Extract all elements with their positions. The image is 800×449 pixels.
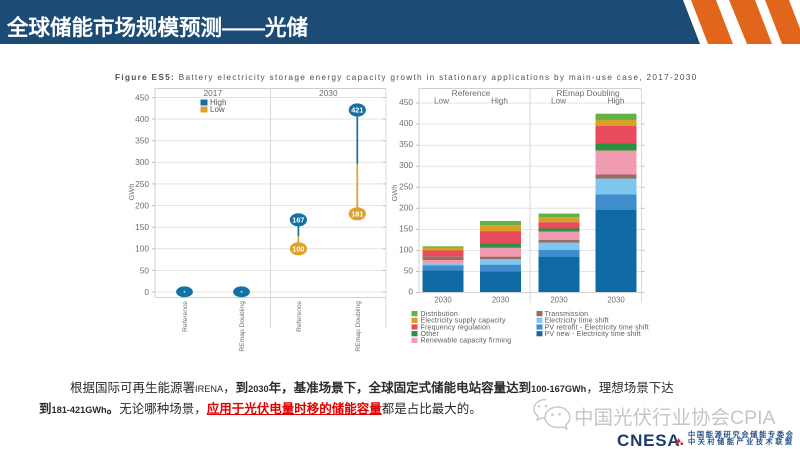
svg-text:150: 150 [399, 223, 413, 233]
svg-text:50: 50 [404, 266, 414, 276]
svg-text:300: 300 [399, 160, 413, 170]
svg-text:High: High [608, 97, 625, 106]
svg-text:Electricity supply capacity: Electricity supply capacity [421, 318, 506, 325]
svg-text:200: 200 [399, 202, 413, 212]
svg-text:GWh: GWh [127, 183, 136, 200]
svg-text:Reference: Reference [182, 301, 189, 332]
svg-text:100: 100 [292, 245, 304, 254]
svg-text:2017: 2017 [203, 88, 222, 98]
svg-text:Transmission: Transmission [545, 311, 589, 318]
svg-text:250: 250 [135, 179, 149, 189]
svg-text:Low: Low [434, 97, 449, 106]
svg-text:167: 167 [292, 216, 304, 225]
svg-text:GWh: GWh [390, 184, 399, 201]
svg-text:Renewable capacity firming: Renewable capacity firming [421, 338, 512, 345]
svg-text:400: 400 [135, 114, 149, 124]
svg-text:Other: Other [421, 331, 440, 338]
svg-text:Reference: Reference [452, 88, 491, 98]
svg-text:421: 421 [351, 106, 363, 115]
svg-text:REmap Doubling: REmap Doubling [355, 301, 362, 352]
svg-text:Distribution: Distribution [421, 311, 458, 318]
svg-text:2030: 2030 [319, 88, 338, 98]
svg-text:Electricity time shift: Electricity time shift [545, 318, 609, 325]
svg-text:450: 450 [399, 97, 413, 107]
svg-text:181: 181 [351, 210, 363, 219]
svg-text:PV retrofit - Electricity time: PV retrofit - Electricity time shift [545, 324, 649, 331]
svg-text:Frequency regulation: Frequency regulation [421, 324, 491, 331]
svg-text:450: 450 [135, 92, 149, 102]
svg-text:Low: Low [551, 97, 566, 106]
svg-text:300: 300 [135, 157, 149, 167]
svg-text:100: 100 [399, 244, 413, 254]
svg-text:50: 50 [140, 265, 150, 275]
svg-text:2030: 2030 [434, 296, 452, 305]
svg-text:Reference: Reference [296, 301, 303, 332]
svg-text:2030: 2030 [607, 296, 625, 305]
svg-text:Low: Low [210, 105, 225, 114]
svg-text:100: 100 [135, 244, 149, 254]
svg-text:REmap Doubling: REmap Doubling [556, 88, 620, 98]
svg-text:PV new - Electricity time shif: PV new - Electricity time shift [545, 331, 641, 338]
svg-text:0: 0 [408, 287, 413, 297]
svg-text:High: High [210, 98, 226, 107]
svg-text:350: 350 [135, 136, 149, 146]
svg-text:2030: 2030 [492, 296, 510, 305]
svg-text:0: 0 [144, 287, 149, 297]
svg-text:200: 200 [135, 201, 149, 211]
svg-text:REmap Doubling: REmap Doubling [239, 301, 246, 352]
svg-text:2030: 2030 [550, 296, 568, 305]
svg-text:350: 350 [399, 139, 413, 149]
svg-text:250: 250 [399, 181, 413, 191]
svg-text:400: 400 [399, 118, 413, 128]
svg-text:150: 150 [135, 222, 149, 232]
svg-text:High: High [491, 97, 508, 106]
